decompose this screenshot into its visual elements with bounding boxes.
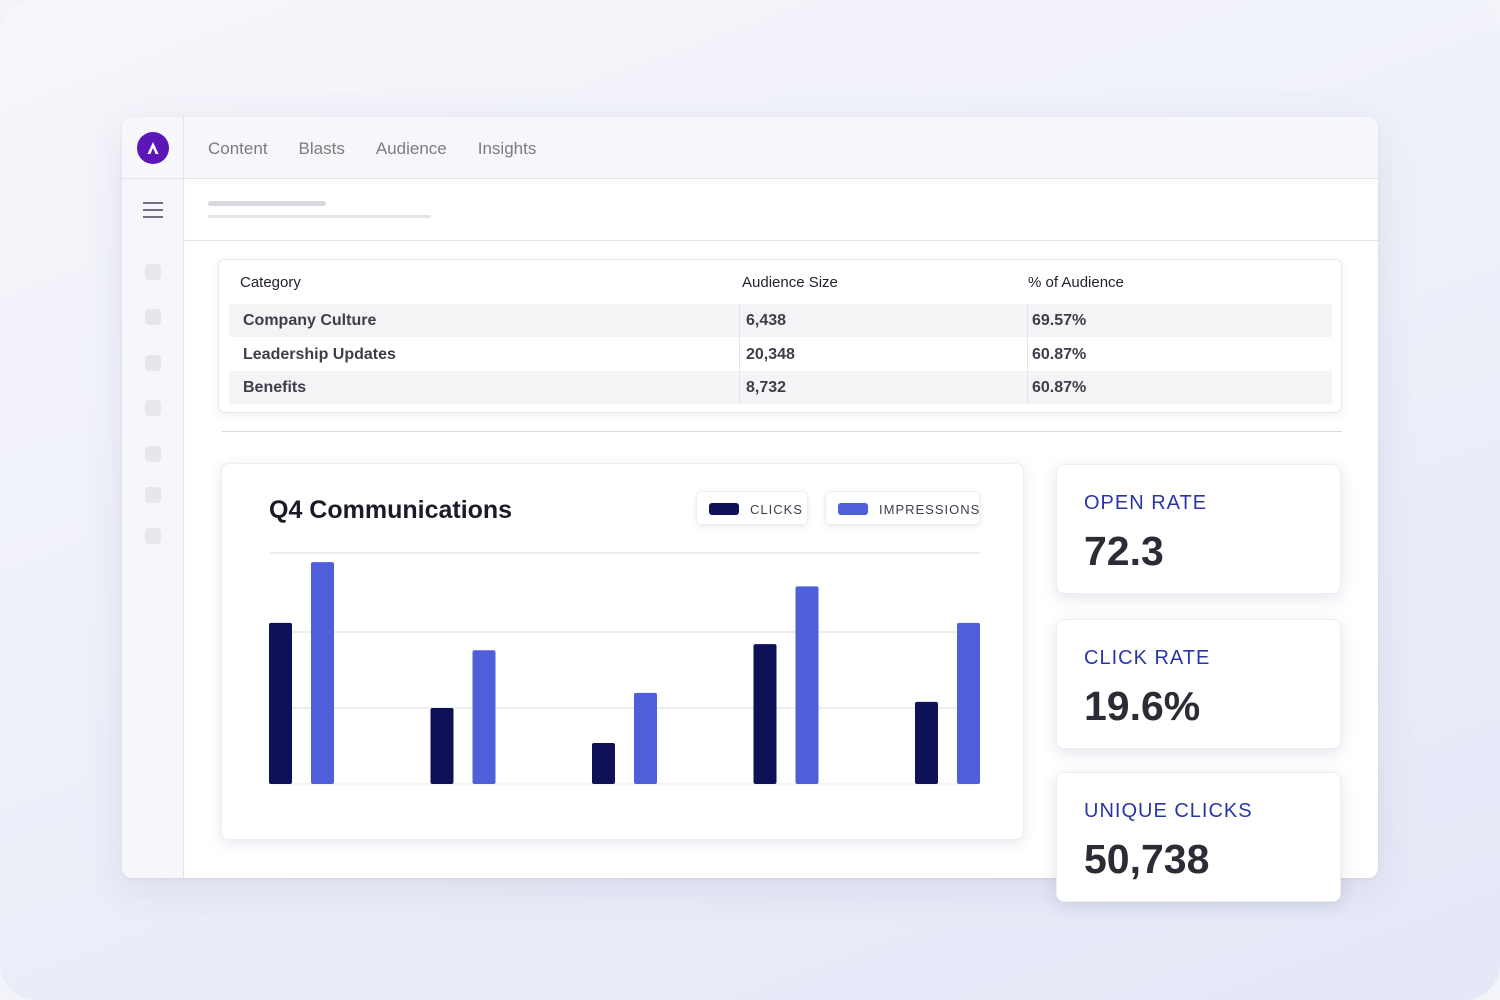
sidebar-item-icon[interactable] bbox=[145, 528, 161, 544]
hamburger-menu-icon[interactable] bbox=[143, 200, 163, 220]
cell-category: Benefits bbox=[243, 379, 307, 396]
chart-card: Q4 Communications CLICKS IMPRESSIONS bbox=[221, 463, 1024, 840]
bar-impressions-1[interactable] bbox=[311, 562, 334, 784]
stat-value: 19.6% bbox=[1084, 683, 1201, 729]
top-navigation-bar: Content Blasts Audience Insights bbox=[122, 117, 1378, 179]
bar-impressions-5[interactable] bbox=[957, 622, 980, 784]
cell-category: Company Culture bbox=[243, 312, 377, 329]
bar-clicks-1[interactable] bbox=[269, 622, 292, 784]
stat-label: CLICK RATE bbox=[1084, 647, 1211, 669]
column-divider bbox=[1027, 304, 1028, 404]
cell-audience-size: 8,732 bbox=[746, 379, 787, 396]
table-row[interactable]: Company Culture 6,438 69.57% bbox=[229, 304, 1332, 337]
bar-impressions-2[interactable] bbox=[472, 650, 496, 784]
column-header-audience-size[interactable]: Audience Size bbox=[742, 274, 838, 291]
placeholder-underline bbox=[208, 215, 431, 218]
cell-percent: 60.87% bbox=[1032, 379, 1087, 396]
stat-card-open-rate[interactable]: OPEN RATE 72.3 bbox=[1056, 464, 1341, 594]
legend-impressions[interactable]: IMPRESSIONS bbox=[825, 491, 980, 525]
legend-clicks[interactable]: CLICKS bbox=[696, 491, 808, 525]
table-row[interactable]: Leadership Updates 20,348 60.87% bbox=[229, 338, 1332, 371]
sidebar-item-icon[interactable] bbox=[145, 355, 161, 371]
logo-cell bbox=[122, 117, 184, 179]
audience-table: Category Audience Size % of Audience Com… bbox=[218, 259, 1342, 413]
stat-label: OPEN RATE bbox=[1084, 492, 1208, 514]
sidebar-item-icon[interactable] bbox=[145, 264, 161, 280]
stat-label: UNIQUE CLICKS bbox=[1084, 800, 1253, 822]
stat-card-click-rate[interactable]: CLICK RATE 19.6% bbox=[1056, 619, 1341, 749]
placeholder-title-bar bbox=[208, 201, 326, 206]
chart-title: Q4 Communications bbox=[269, 496, 513, 524]
stat-card-unique-clicks[interactable]: UNIQUE CLICKS 50,738 bbox=[1056, 772, 1341, 902]
section-divider bbox=[222, 431, 1342, 432]
bar-clicks-2[interactable] bbox=[430, 708, 454, 784]
nav-audience[interactable]: Audience bbox=[375, 139, 447, 158]
sidebar-item-icon[interactable] bbox=[145, 309, 161, 325]
bar-impressions-4[interactable] bbox=[795, 586, 819, 784]
bar-chart bbox=[269, 552, 980, 785]
cell-category: Leadership Updates bbox=[243, 346, 396, 363]
main-nav: Content Blasts Audience Insights bbox=[208, 139, 536, 159]
stat-value: 72.3 bbox=[1084, 528, 1164, 574]
legend-label-clicks: CLICKS bbox=[750, 502, 803, 517]
column-header-category[interactable]: Category bbox=[240, 274, 301, 291]
bar-clicks-5[interactable] bbox=[915, 701, 938, 784]
sub-header bbox=[122, 179, 1378, 241]
sidebar-item-icon[interactable] bbox=[145, 400, 161, 416]
nav-insights[interactable]: Insights bbox=[477, 139, 537, 158]
cell-audience-size: 20,348 bbox=[746, 346, 795, 363]
nav-content[interactable]: Content bbox=[208, 139, 268, 158]
sidebar-item-icon[interactable] bbox=[145, 487, 161, 503]
legend-label-impressions: IMPRESSIONS bbox=[879, 502, 981, 517]
bar-clicks-4[interactable] bbox=[753, 644, 777, 784]
menu-cell bbox=[122, 179, 184, 241]
legend-swatch-impressions bbox=[838, 503, 868, 515]
bar-impressions-3[interactable] bbox=[634, 692, 657, 784]
nav-blasts[interactable]: Blasts bbox=[298, 139, 345, 158]
stat-value: 50,738 bbox=[1084, 836, 1210, 882]
cell-audience-size: 6,438 bbox=[746, 312, 787, 329]
legend-swatch-clicks bbox=[709, 503, 739, 515]
sidebar bbox=[122, 241, 184, 878]
bar-clicks-3[interactable] bbox=[592, 742, 615, 784]
cell-percent: 69.57% bbox=[1032, 312, 1087, 329]
column-header-percent-audience[interactable]: % of Audience bbox=[1028, 274, 1124, 291]
table-row[interactable]: Benefits 8,732 60.87% bbox=[229, 371, 1332, 404]
column-divider bbox=[739, 304, 740, 404]
cell-percent: 60.87% bbox=[1032, 346, 1087, 363]
brand-logo-icon[interactable] bbox=[137, 132, 169, 164]
sidebar-item-icon[interactable] bbox=[145, 446, 161, 462]
